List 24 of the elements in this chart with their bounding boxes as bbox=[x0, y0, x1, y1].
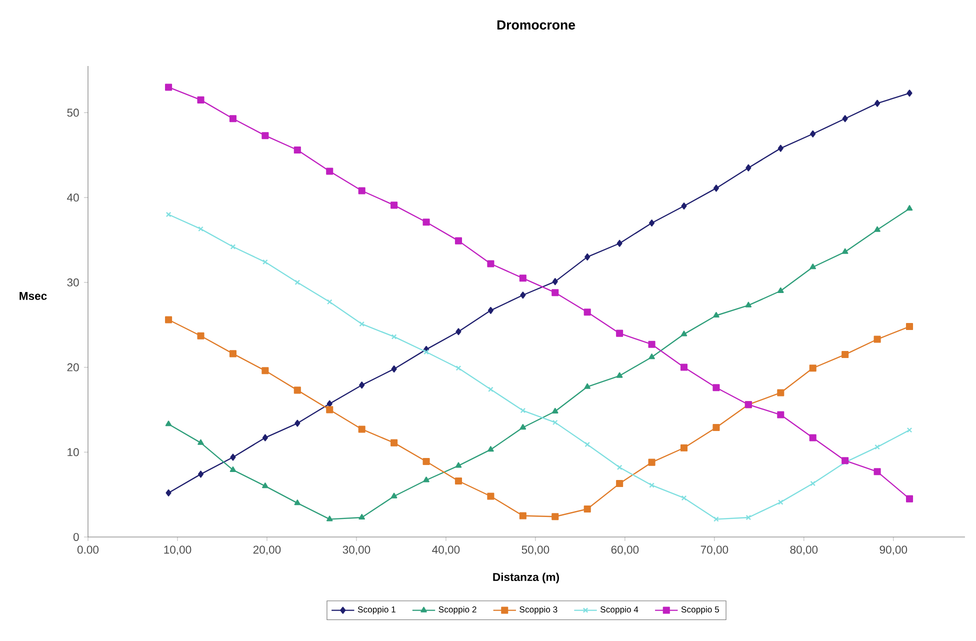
x-tick-label: 40,00 bbox=[432, 546, 460, 555]
x-tick-label: 0.00 bbox=[77, 546, 99, 554]
y-tick-label: 40 bbox=[67, 194, 79, 202]
x-tick-label: 50,00 bbox=[522, 546, 550, 555]
legend-label: Scoppio 1 bbox=[358, 606, 396, 614]
legend-label: Scoppio 4 bbox=[600, 606, 638, 614]
y-axis-title: Msec bbox=[20, 292, 47, 300]
y-tick-label: 0 bbox=[73, 533, 79, 541]
x-tick-label: 80,00 bbox=[790, 546, 818, 555]
chart-title: Dromocrone bbox=[497, 20, 576, 30]
y-tick-label: 50 bbox=[67, 108, 79, 117]
legend-label: Scoppio 5 bbox=[681, 606, 719, 614]
x-tick-label: 70,00 bbox=[700, 546, 728, 555]
y-tick-label: 30 bbox=[67, 278, 79, 286]
x-axis-title: Distanza (m) bbox=[493, 572, 559, 584]
legend-label: Scoppio 2 bbox=[438, 606, 476, 614]
x-tick-label: 20,00 bbox=[253, 546, 281, 555]
x-tick-label: 30,00 bbox=[342, 546, 370, 555]
x-tick-label: 10,00 bbox=[164, 546, 192, 555]
x-tick-label: 90,00 bbox=[880, 546, 908, 555]
y-tick-label: 20 bbox=[67, 363, 79, 372]
legend-label: Scoppio 3 bbox=[520, 606, 558, 614]
x-tick-label: 60,00 bbox=[611, 546, 639, 555]
y-tick-label: 10 bbox=[68, 448, 79, 456]
